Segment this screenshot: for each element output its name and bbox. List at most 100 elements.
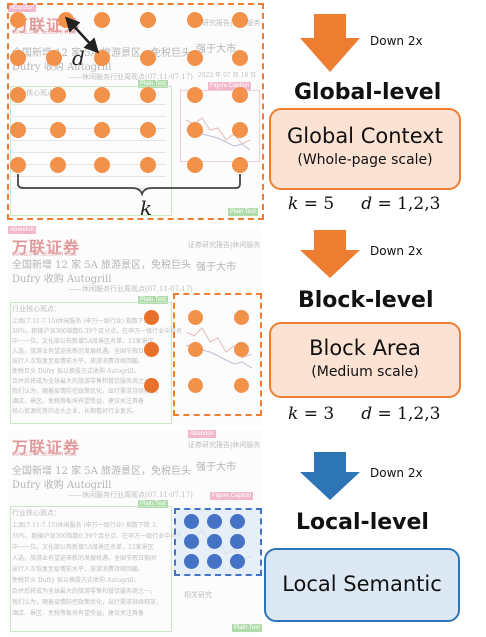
text-block-outline xyxy=(10,506,172,632)
sample-dot xyxy=(187,87,203,103)
right-header: 证券研究报告|休闲服务 xyxy=(188,19,261,27)
global-context-subtitle: (Whole-page scale) xyxy=(297,152,433,168)
headline-line-2: Dufry 收购 Autogrill xyxy=(12,480,112,491)
text-rule xyxy=(12,140,166,141)
source-line: ——休闲服务行业周观点(07.11-07.17) xyxy=(68,491,193,499)
sample-dot xyxy=(188,378,203,393)
sample-dot xyxy=(50,122,66,138)
text-block-outline xyxy=(10,86,172,216)
global-context-title: Global Context xyxy=(287,124,443,148)
down-arrow-1-icon xyxy=(300,14,360,72)
global-k-symbol: k xyxy=(288,194,299,214)
sample-dot xyxy=(187,122,203,138)
text-rule xyxy=(12,128,166,129)
sample-dot xyxy=(140,122,156,138)
body-line: 中一一位。文化部公布新增5A级景区名单，12家景区 xyxy=(12,338,154,345)
sample-dot xyxy=(232,50,248,66)
sample-dot xyxy=(10,122,26,138)
sample-dot xyxy=(207,514,222,529)
right-title: 强于大市 xyxy=(196,44,236,55)
section-heading: 行业核心观点： xyxy=(12,305,61,313)
global-context-box: Global Context (Whole-page scale) xyxy=(269,108,461,190)
global-d-value: = 1,2,3 xyxy=(377,194,441,214)
plain-text-tag-bottom: Plain Text xyxy=(232,624,262,632)
sample-dot xyxy=(140,50,156,66)
body-line: 39%，跑输沪深300指数0.39个百分点，在申万一级行业中排名 xyxy=(12,328,183,335)
sample-dot xyxy=(144,310,159,325)
source-line: ——休闲服务行业周观点(07.11-07.17) xyxy=(68,73,193,81)
abandon-tag: Abandon xyxy=(8,4,37,12)
body-line: 合并后将成为全球最大的旅游零售和餐饮服务商之一。 xyxy=(12,588,157,595)
sample-dot xyxy=(94,50,110,66)
k-symbol: k xyxy=(140,196,153,220)
brand-subtitle: WANLIAN SECURITIES xyxy=(12,30,77,36)
brand-subtitle: WANLIAN SECURITIES xyxy=(12,252,77,258)
sample-dot xyxy=(50,87,66,103)
body-line: 酒店、景区、免税等板块有望受益。建议关注具备 xyxy=(12,610,145,617)
document-page-block: Abandon 万联证券 WANLIAN SECURITIES 全国新增 12 … xyxy=(8,226,262,426)
figure-caption-tag: Figure Caption xyxy=(210,492,254,500)
body-line: 入选，旅游业有望迎来新的发展机遇。全国节假日期间 xyxy=(12,555,157,562)
text-rule xyxy=(12,164,166,165)
sample-dot xyxy=(234,342,249,357)
text-rule xyxy=(12,176,166,177)
sample-dot xyxy=(207,534,222,549)
global-params: k = 5 d = 1,2,3 xyxy=(288,194,440,214)
figure-outline xyxy=(180,90,260,162)
block-d-symbol: d xyxy=(361,404,373,424)
date-line: 2022 年 07 月 18 日 xyxy=(198,72,257,79)
body-line: 我们认为，随着疫情防控政策优化，出行需求持续释放， xyxy=(12,388,163,395)
sample-dot xyxy=(46,50,62,66)
body-line: 我们认为，随着疫情防控政策优化，出行需求持续释放， xyxy=(12,599,163,606)
text-rule xyxy=(12,104,166,105)
sample-dot xyxy=(232,87,248,103)
plain-text-tag-bottom: Plain Text xyxy=(228,208,258,216)
plain-text-tag: Plain Text xyxy=(138,296,168,304)
block-k-value: = 3 xyxy=(303,404,335,424)
local-semantic-title: Local Semantic xyxy=(282,572,442,596)
section-heading: 行业核心观点： xyxy=(12,89,61,97)
abandon-tag: Abandon xyxy=(188,430,217,438)
sample-dot xyxy=(230,534,245,549)
sample-dot xyxy=(232,157,248,173)
down-arrow-3-icon xyxy=(300,452,360,500)
plain-text-tag: Plain Text xyxy=(138,500,168,508)
sample-dot xyxy=(234,310,249,325)
block-level-heading: Block-level xyxy=(298,288,434,313)
body-line: 核心资源优势的龙头企业，长期看好行业复苏。 xyxy=(12,408,139,415)
right-header: 证券研究报告|休闲服务 xyxy=(188,241,261,249)
sample-dot xyxy=(144,378,159,393)
down-2x-label-3: Down 2x xyxy=(370,466,423,480)
sample-dot xyxy=(94,87,110,103)
sample-dot xyxy=(187,157,203,173)
headline-line-2: Dufry 收购 Autogrill xyxy=(12,62,112,73)
body-line: 免税巨头 Dufry 拟以换股方式收购 Autogrill， xyxy=(12,577,140,584)
block-area-box: Block Area (Medium scale) xyxy=(269,322,461,398)
down-arrow-2-icon xyxy=(300,230,360,278)
sample-dot xyxy=(10,87,26,103)
sample-dot xyxy=(187,12,203,28)
sample-dot xyxy=(184,554,199,569)
global-d-symbol: d xyxy=(361,194,373,214)
text-block-outline xyxy=(10,302,172,424)
sample-dot xyxy=(144,342,159,357)
body-line: 上周(7.11-7.15)休闲服务 (申万一级行业) 指数下跌 3. xyxy=(12,522,158,529)
block-area-title: Block Area xyxy=(309,336,421,360)
sample-dot xyxy=(50,157,66,173)
right-title: 强于大市 xyxy=(196,262,236,273)
plain-text-tag: Plain Text xyxy=(138,80,168,88)
sample-dot xyxy=(140,87,156,103)
global-k-value: = 5 xyxy=(303,194,335,214)
body-line: 上周(7.11-7.15)休闲服务 (申万一级行业) 指数下跌 3. xyxy=(12,318,158,325)
global-level-heading: Global-level xyxy=(294,80,442,105)
body-line: 39%，跑输沪深300指数0.39个百分点，在申万一级行业中排名 xyxy=(12,533,183,540)
d-symbol: d xyxy=(72,46,85,70)
sample-dot xyxy=(230,514,245,529)
block-area-subtitle: (Medium scale) xyxy=(311,364,419,380)
sample-dot xyxy=(10,157,26,173)
brand-subtitle: WANLIAN SECURITIES xyxy=(12,452,77,458)
right-title: 强于大市 xyxy=(196,462,236,473)
local-dashed-frame xyxy=(174,508,262,576)
text-rule xyxy=(12,152,166,153)
document-page-global: Abandon 万联证券 WANLIAN SECURITIES 全国新增 12 … xyxy=(8,4,262,218)
